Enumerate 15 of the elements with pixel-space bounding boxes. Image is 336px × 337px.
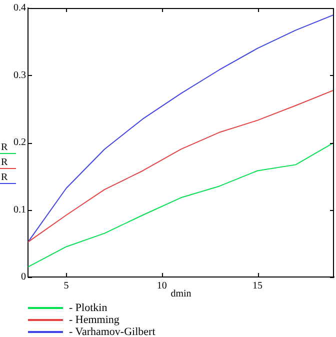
x-tick-label: 15 [252, 280, 262, 292]
x-tick-label: 10 [156, 280, 167, 292]
legend-label: - Plotkin [69, 302, 108, 314]
x-tick-label: 5 [64, 280, 69, 292]
legend-label: - Hemming [69, 314, 120, 326]
y-tick-label: 0.2 [14, 137, 26, 148]
y-tick-label: 0.4 [14, 2, 26, 14]
y-tick-label: 0 [21, 272, 26, 283]
x-axis-title: dmin [170, 288, 192, 300]
legend-label: - Varhamov-Gilbert [69, 326, 156, 337]
y-tick-label: 0.1 [14, 204, 26, 216]
text: R [1, 157, 8, 168]
text: R [1, 172, 8, 183]
y-tick-label: 0.3 [14, 70, 26, 81]
y-axis-title: R [1, 142, 8, 153]
